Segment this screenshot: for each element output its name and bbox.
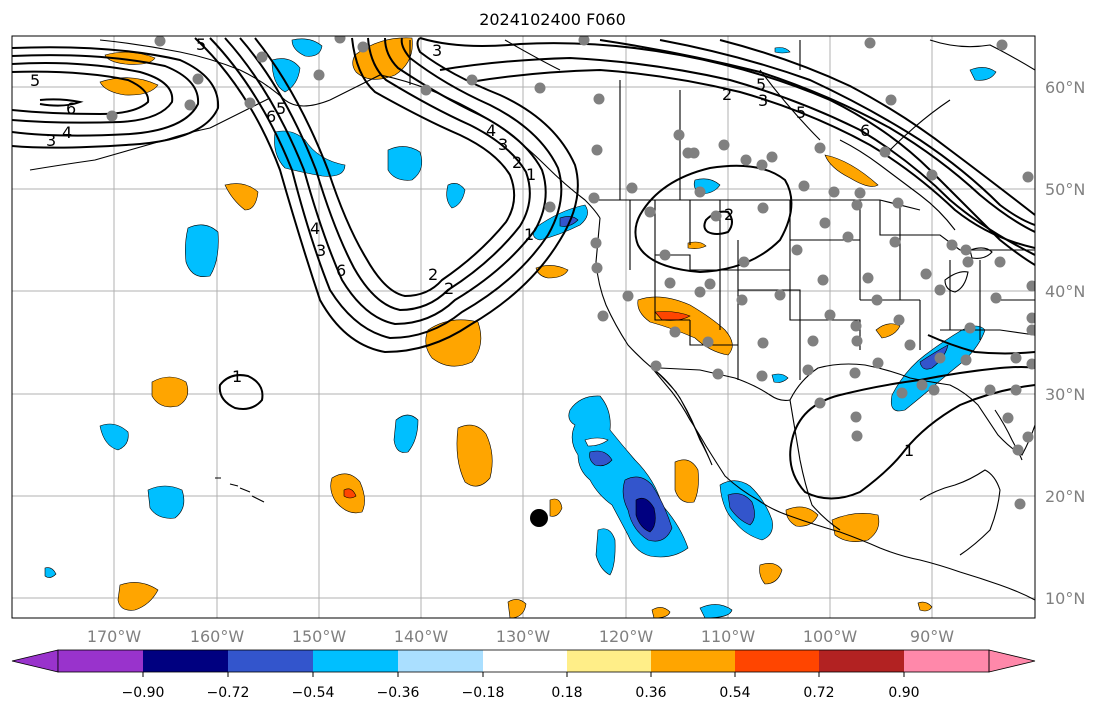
contour-label: 1: [526, 165, 536, 184]
lat-label: 30°N: [1045, 385, 1085, 404]
contour-label: 2: [428, 265, 438, 284]
map-frame: [11, 35, 1036, 619]
colorbar-segment: [313, 650, 398, 672]
contour-label: 2: [724, 205, 734, 224]
contour-label: 1: [232, 367, 242, 386]
colorbar-segment: [904, 650, 989, 672]
colorbar-segment: [398, 650, 483, 672]
lon-label: 140°W: [394, 627, 449, 646]
contour-label: 6: [66, 99, 76, 118]
colorbar-segment: [735, 650, 819, 672]
colorbar: −0.90 −0.72 −0.54 −0.36 −0.18 0.18 0.36 …: [11, 649, 1036, 701]
lon-label: 150°W: [292, 627, 347, 646]
lat-label: 40°N: [1045, 282, 1085, 301]
colorbar-tick: 0.18: [551, 685, 582, 701]
contour-label: 3: [46, 131, 56, 150]
colorbar-tick: −0.90: [122, 685, 165, 701]
contour-label: 5: [796, 103, 806, 122]
lon-label: 120°W: [599, 627, 654, 646]
contour-label: 2: [722, 85, 732, 104]
lat-label: 10°N: [1045, 589, 1085, 608]
contour-label: 1: [904, 441, 914, 460]
contour-label: 6: [266, 107, 276, 126]
contour-label: 6: [860, 121, 870, 140]
colorbar-tick: 0.54: [719, 685, 750, 701]
latitude-labels: 60°N 50°N 40°N 30°N 20°N 10°N: [1045, 78, 1085, 608]
contour-label: 3: [498, 135, 508, 154]
contour-label: 4: [486, 121, 496, 140]
contour-label: 4: [310, 219, 320, 238]
contour-label: 6: [336, 261, 346, 280]
lon-label: 160°W: [190, 627, 245, 646]
coastlines: [29, 39, 1035, 601]
contour-label: 5: [756, 75, 766, 94]
colorbar-tick: −0.18: [462, 685, 505, 701]
colorbar-tick: −0.72: [207, 685, 250, 701]
contour-label: 4: [62, 123, 72, 142]
anomaly-shading: [44, 37, 997, 618]
contour-label: 5: [276, 99, 286, 118]
storm-center-marker: [530, 509, 548, 527]
colorbar-tick: 0.36: [635, 685, 666, 701]
contour-label: 3: [758, 91, 768, 110]
contour-label: 2: [512, 153, 522, 172]
colorbar-high-extend: [988, 649, 1036, 673]
colorbar-tick: 0.72: [803, 685, 834, 701]
observation-stations: [106, 36, 1035, 510]
lat-label: 60°N: [1045, 78, 1085, 97]
lon-label: 90°W: [910, 627, 954, 646]
lon-label: 170°W: [87, 627, 142, 646]
map-title: 2024102400 F060: [479, 10, 626, 29]
contour-label: 3: [316, 241, 326, 260]
colorbar-segment: [651, 650, 735, 672]
colorbar-tick: 0.90: [888, 685, 919, 701]
gridlines: [12, 36, 1035, 618]
colorbar-tick: −0.54: [292, 685, 335, 701]
colorbar-low-extend: [11, 649, 59, 673]
colorbar-segment: [58, 650, 143, 672]
colorbar-segment: [819, 650, 904, 672]
longitude-labels: 170°W 160°W 150°W 140°W 130°W 120°W 110°…: [87, 627, 954, 646]
contour-label: 5: [30, 71, 40, 90]
contour-label: 3: [432, 41, 442, 60]
contour-labels: 5 6 4 3 5 3 6 5 4 3 2 1 4 3 2 1 2 5 6 5 …: [30, 35, 914, 460]
lat-label: 50°N: [1045, 180, 1085, 199]
lon-label: 130°W: [496, 627, 551, 646]
contour-label: 5: [196, 35, 206, 54]
colorbar-tick: −0.36: [377, 685, 420, 701]
colorbar-segment: [228, 650, 313, 672]
contour-label: 2: [444, 279, 454, 298]
colorbar-segment: [143, 650, 228, 672]
lon-label: 100°W: [803, 627, 858, 646]
colorbar-segment: [483, 650, 567, 672]
map-panel: 5 6 4 3 5 3 6 5 4 3 2 1 4 3 2 1 2 5 6 5 …: [12, 35, 1035, 618]
lat-label: 20°N: [1045, 487, 1085, 506]
contour-label: 1: [524, 225, 534, 244]
lon-label: 110°W: [701, 627, 756, 646]
colorbar-segment: [567, 650, 651, 672]
